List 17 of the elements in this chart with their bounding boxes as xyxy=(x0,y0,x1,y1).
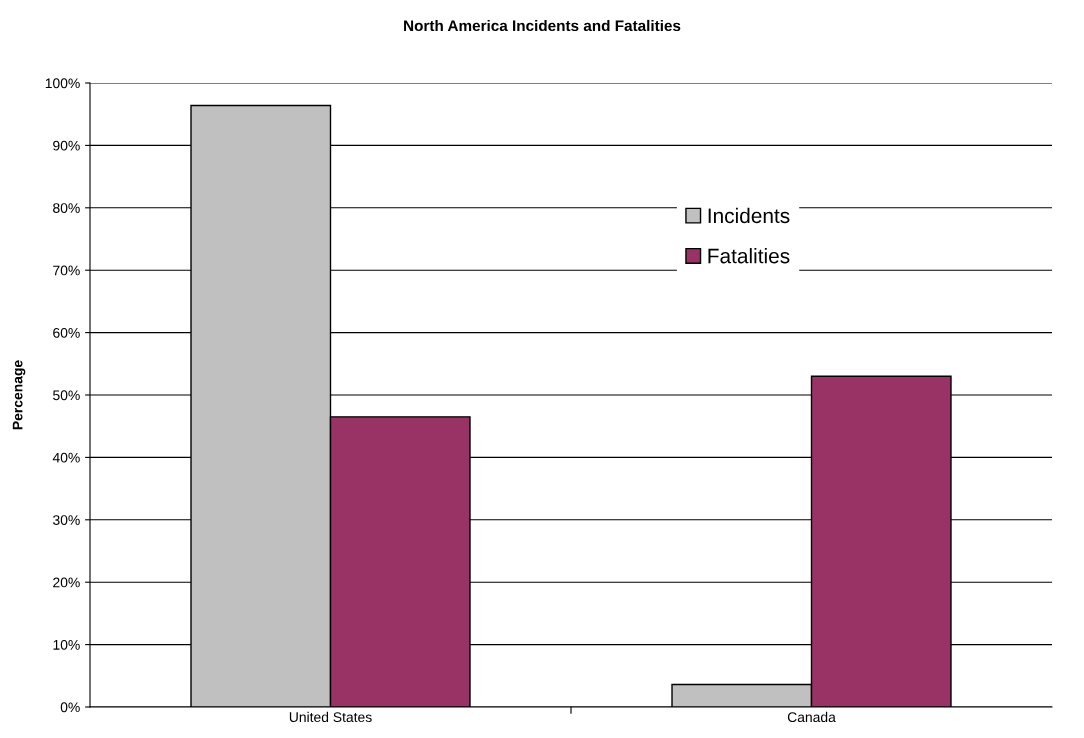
y-axis-title: Percenage xyxy=(12,360,26,430)
legend-label: Fatalities xyxy=(708,248,790,264)
y-tick-label: 60% xyxy=(53,327,80,338)
y-tick-label: 40% xyxy=(52,452,80,463)
y-tick-label: 0% xyxy=(60,702,80,713)
y-tick-label: 70% xyxy=(53,265,80,276)
x-tick-label: Canada xyxy=(787,711,836,723)
x-tick-label: United States xyxy=(289,711,372,723)
y-tick-label: 100% xyxy=(45,78,80,89)
y-tick-label: 10% xyxy=(53,639,80,650)
y-tick-label: 50% xyxy=(53,390,80,401)
chart-title: North America Incidents and Fatalities xyxy=(404,19,681,32)
y-tick-label: 90% xyxy=(53,140,80,151)
y-tick-label: 30% xyxy=(53,515,80,525)
y-tick-label: 80% xyxy=(53,203,80,213)
y-tick-label: 20% xyxy=(53,577,80,588)
legend-label: Incidents xyxy=(708,207,790,224)
